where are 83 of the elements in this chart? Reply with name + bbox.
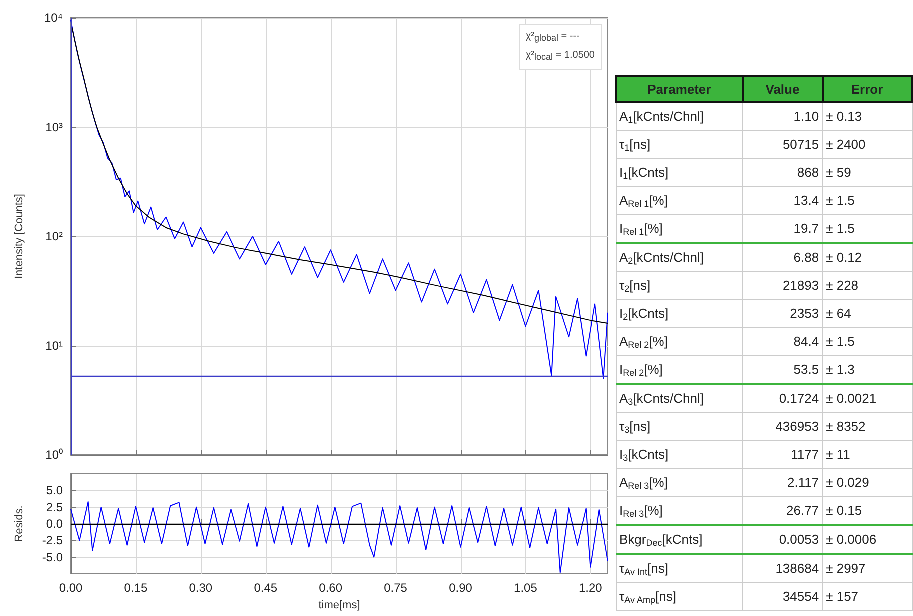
text: ± 2400 [822,130,912,158]
text: ± 64 [822,300,912,328]
y-tick-label: 2.5 [46,500,64,514]
y-tick-label: 10⁰ [46,448,63,462]
text: Bkgr$_{Dec}$[kCnts] [616,525,743,554]
text: I$_{1}$[kCnts] [616,158,743,186]
x-tick-label: 0.60 [319,581,343,595]
text: A$_{Rel 1}$[%] [616,186,743,214]
text: ± 0.15 [822,496,912,525]
y-tick-label: 10³ [46,120,64,134]
x-tick-label: 0.45 [254,581,278,595]
text: A$_{2}$[kCnts/Chnl] [616,243,743,272]
text: 6.88 [742,243,823,272]
line-series [70,20,608,380]
text: ± 0.029 [822,468,912,496]
text: ± 1.5 [822,214,912,243]
text: ± 1.5 [822,186,912,214]
text: ± 0.13 [822,102,912,130]
line-series [71,26,608,324]
text: 0.0053 [742,525,823,554]
text: Value [742,76,823,102]
text: τ$_{Av Amp}$[ns] [616,582,743,610]
x-tick-label: 0.15 [124,581,148,595]
text: 2.117 [742,468,823,496]
text: 53.5 [742,356,823,384]
text: Error [822,76,912,102]
y-tick-label: -5.0 [42,550,64,564]
text: ± 1.5 [822,328,912,356]
y-tick-label: 5.0 [46,484,64,498]
y-tick-label: 10² [46,230,64,244]
text: ± 157 [822,582,912,610]
text: 138684 [742,554,823,582]
y-tick-label: 10⁴ [44,11,63,25]
x-tick-label: 1.20 [579,581,603,595]
text: 0.1724 [742,384,823,412]
text: 1177 [742,440,823,468]
text: Parameter [616,76,743,102]
text: τ$_{3}$[ns] [616,412,743,440]
text: I$_{2}$[kCnts] [616,300,743,328]
line-series [70,502,608,574]
y-tick-label: 10¹ [46,338,64,353]
text: 868 [742,158,823,186]
text: 436953 [742,412,823,440]
x-tick-label: 0.75 [384,581,408,595]
x-tick-label: 0.30 [189,581,213,595]
text: I$_{Rel 1}$[%] [616,214,743,243]
text: ± 0.12 [822,243,912,272]
text: ± 0.0006 [822,525,912,554]
text: ± 8352 [822,412,912,440]
text: ± 11 [822,440,912,468]
text: A$_{Rel 2}$[%] [616,328,743,356]
text: 34554 [742,582,823,610]
text: 21893 [742,272,823,300]
y-axis-title: Resids. [14,506,26,542]
text: I$_{Rel 3}$[%] [616,496,743,525]
text: 13.4 [742,186,823,214]
x-tick-label: 1.05 [514,581,538,595]
text: ± 59 [822,158,912,186]
text: A$_{1}$[kCnts/Chnl] [616,102,743,130]
y-tick-label: -2.5 [42,534,64,548]
text: ± 0.0021 [822,384,912,412]
x-axis-title: time[ms] [318,600,360,612]
text: 50715 [742,130,823,158]
text: 26.77 [742,496,823,525]
text: 1.10 [742,102,823,130]
text: ± 2997 [822,554,912,582]
text: 2353 [742,300,823,328]
text: I$_{3}$[kCnts] [616,440,743,468]
x-tick-label: 0.00 [59,581,83,595]
text: 19.7 [742,214,823,243]
text: τ$_{2}$[ns] [616,272,743,300]
text: τ$_{Av Int}$[ns] [616,554,743,582]
text: A$_{Rel 3}$[%] [616,468,743,496]
fit-statistics-box: χ²$_{global}$ = --- χ²$_{local}$ = 1.0500 [518,24,602,70]
y-tick-label: 0.0 [46,517,64,531]
text: τ$_{1}$[ns] [616,130,743,158]
y-axis-title: Intensity [Counts] [14,194,26,279]
text: A$_{3}$[kCnts/Chnl] [616,384,743,412]
x-tick-label: 0.90 [449,581,473,595]
text: ± 228 [822,272,912,300]
text: 84.4 [742,328,823,356]
text: ± 1.3 [822,356,912,384]
text: I$_{Rel 2}$[%] [616,356,743,384]
